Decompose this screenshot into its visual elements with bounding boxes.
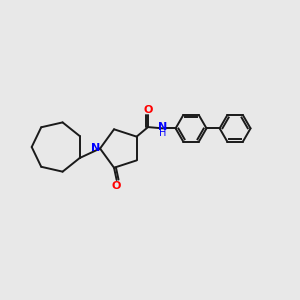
Text: O: O xyxy=(143,105,153,115)
Text: H: H xyxy=(159,128,167,137)
Text: O: O xyxy=(112,181,121,190)
Text: N: N xyxy=(158,122,168,132)
Text: N: N xyxy=(91,143,100,153)
